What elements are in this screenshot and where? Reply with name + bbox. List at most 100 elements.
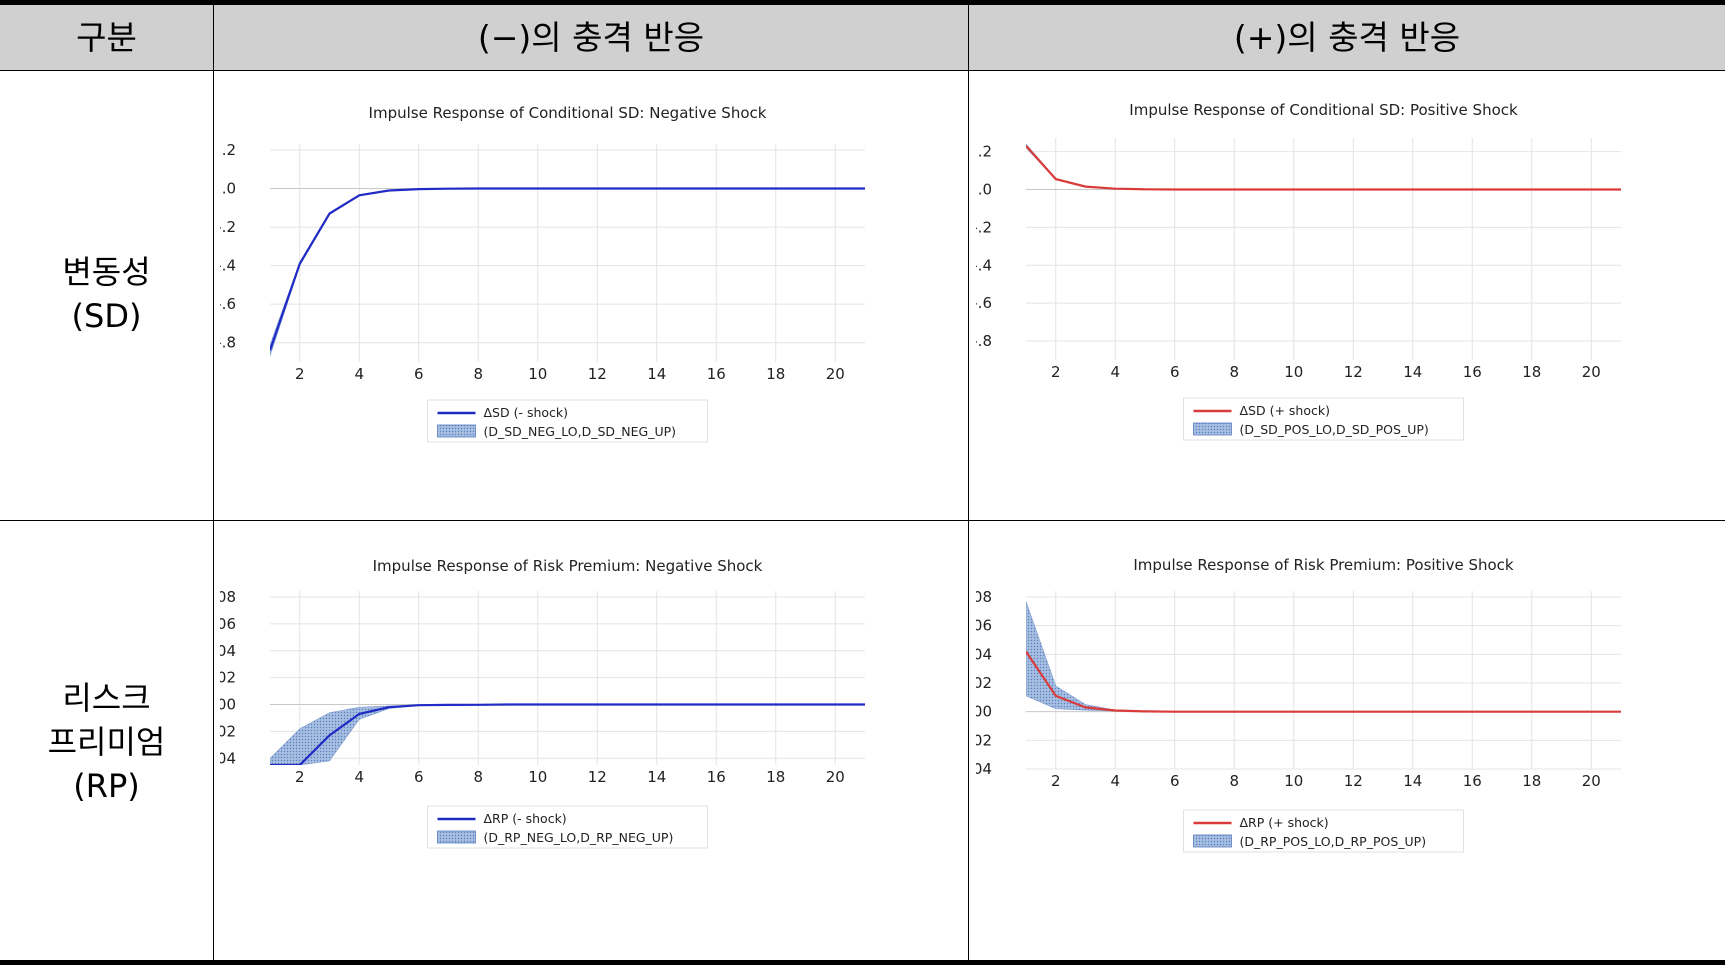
row-label-rp: 리스크 프리미엄 (RP)	[0, 676, 213, 808]
x-tick-label: 14	[647, 768, 666, 786]
x-tick-label: 16	[707, 365, 726, 383]
response-line	[270, 703, 865, 765]
x-tick-label: 4	[354, 365, 364, 383]
x-tick-label: 2	[295, 768, 305, 786]
x-tick-label: 4	[1110, 363, 1120, 381]
row-label-sd: 변동성 (SD)	[0, 250, 213, 338]
top-rule	[0, 0, 1725, 5]
chart-title: Impulse Response of Conditional SD: Posi…	[1129, 101, 1518, 119]
y-tick-label: -.4	[976, 256, 992, 274]
y-tick-label: .08	[220, 588, 236, 606]
y-tick-label: .06	[220, 615, 236, 633]
x-tick-label: 6	[1170, 363, 1180, 381]
y-tick-label: -.4	[220, 257, 236, 275]
x-tick-label: 12	[1344, 772, 1363, 790]
row-label-line: (RP)	[73, 767, 140, 805]
y-tick-label: -.8	[976, 332, 992, 350]
row-label-line: 리스크	[62, 679, 151, 717]
bottom-rule	[0, 960, 1725, 965]
x-tick-label: 18	[1522, 772, 1541, 790]
y-tick-label: -.6	[220, 295, 236, 313]
y-tick-label: -.2	[220, 218, 236, 236]
chart-sd-positive: Impulse Response of Conditional SD: Posi…	[976, 101, 1621, 441]
y-tick-label: -.6	[976, 294, 992, 312]
x-tick-label: 18	[766, 365, 785, 383]
x-tick-label: 12	[588, 768, 607, 786]
y-tick-label: -.04	[976, 760, 992, 778]
x-tick-label: 8	[1229, 363, 1239, 381]
legend-label: (D_SD_POS_LO,D_SD_POS_UP)	[1240, 422, 1429, 437]
y-tick-label: .04	[220, 642, 236, 660]
legend-band-swatch	[1193, 834, 1232, 848]
header-positive: (+)의 충격 반응	[1233, 18, 1461, 57]
x-tick-label: 6	[1170, 772, 1180, 790]
chart-rp-positive: Impulse Response of Risk Premium: Positi…	[976, 556, 1621, 853]
y-tick-label: .2	[222, 141, 236, 159]
x-tick-label: 16	[1463, 772, 1482, 790]
y-tick-label: .02	[976, 674, 992, 692]
y-tick-label: .0	[222, 180, 236, 198]
legend-band-swatch	[1193, 422, 1232, 436]
x-tick-label: 2	[1051, 363, 1061, 381]
x-tick-label: 14	[1403, 772, 1422, 790]
y-tick-label: .0	[978, 180, 992, 198]
legend-label: (D_SD_NEG_LO,D_SD_NEG_UP)	[484, 424, 677, 439]
y-tick-label: -.02	[976, 731, 992, 749]
x-tick-label: 20	[1582, 772, 1601, 790]
header-category: 구분	[76, 18, 137, 57]
row-label-line: 변동성	[62, 253, 151, 291]
x-tick-label: 14	[647, 365, 666, 383]
x-tick-label: 16	[707, 768, 726, 786]
legend-label: (D_RP_POS_LO,D_RP_POS_UP)	[1240, 834, 1427, 849]
x-tick-label: 14	[1403, 363, 1422, 381]
table-header: 구분 (−)의 충격 반응 (+)의 충격 반응	[0, 5, 1725, 71]
x-tick-label: 4	[354, 768, 364, 786]
row-label-line: (SD)	[71, 297, 142, 335]
y-tick-label: .02	[220, 669, 236, 687]
x-tick-label: 12	[1344, 363, 1363, 381]
legend-box	[1183, 397, 1464, 441]
legend-label: ΔRP (- shock)	[484, 811, 567, 826]
x-tick-label: 20	[1582, 363, 1601, 381]
x-tick-label: 12	[588, 365, 607, 383]
x-tick-label: 6	[414, 768, 424, 786]
header-negative: (−)의 충격 반응	[477, 18, 705, 57]
y-tick-label: -.04	[220, 749, 236, 767]
chart-rp-negative: Impulse Response of Risk Premium: Negati…	[220, 557, 865, 849]
x-tick-label: 4	[1110, 772, 1120, 790]
x-tick-label: 6	[414, 365, 424, 383]
y-tick-label: .06	[976, 617, 992, 635]
column-divider	[968, 5, 969, 960]
y-tick-label: -.02	[220, 722, 236, 740]
x-tick-label: 10	[528, 768, 547, 786]
y-tick-label: .04	[976, 645, 992, 663]
row-label-line: 프리미엄	[47, 723, 166, 761]
x-tick-label: 10	[1284, 772, 1303, 790]
response-line	[270, 187, 865, 351]
y-tick-label: .08	[976, 588, 992, 606]
response-line	[1026, 650, 1621, 713]
chart-title: Impulse Response of Risk Premium: Positi…	[1133, 556, 1514, 574]
legend-band-swatch	[437, 830, 476, 844]
legend-label: ΔRP (+ shock)	[1240, 815, 1329, 830]
x-tick-label: 20	[826, 768, 845, 786]
x-tick-label: 20	[826, 365, 845, 383]
legend-label: ΔSD (- shock)	[484, 405, 569, 420]
y-tick-label: .2	[978, 143, 992, 161]
response-line	[1026, 145, 1621, 191]
x-tick-label: 2	[295, 365, 305, 383]
x-tick-label: 10	[528, 365, 547, 383]
x-tick-label: 2	[1051, 772, 1061, 790]
y-tick-label: .00	[220, 696, 236, 714]
x-tick-label: 8	[473, 768, 483, 786]
legend-band-swatch	[437, 424, 476, 438]
x-tick-label: 8	[1229, 772, 1239, 790]
legend-label: (D_RP_NEG_LO,D_RP_NEG_UP)	[484, 830, 674, 845]
row-divider	[0, 520, 1725, 521]
y-tick-label: -.2	[976, 218, 992, 236]
x-tick-label: 10	[1284, 363, 1303, 381]
x-tick-label: 8	[473, 365, 483, 383]
x-tick-label: 18	[766, 768, 785, 786]
chart-title: Impulse Response of Conditional SD: Nega…	[369, 104, 767, 122]
